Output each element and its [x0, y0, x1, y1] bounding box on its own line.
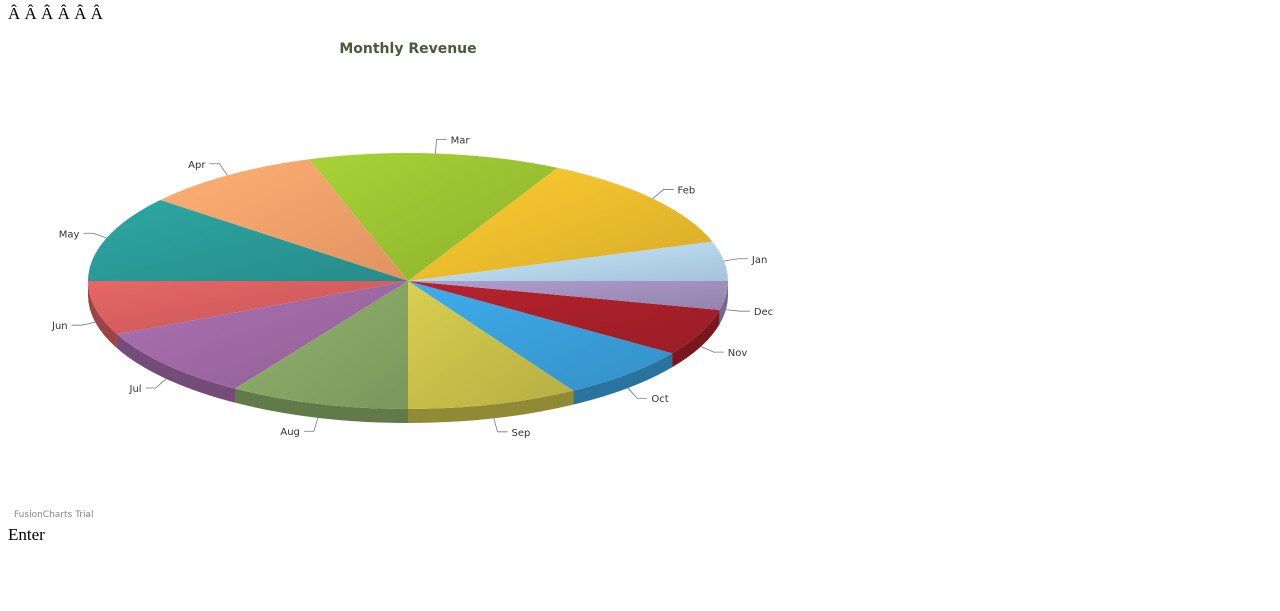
pie-slices	[88, 153, 728, 409]
pie-chart-svg: Monthly Revenue Jan Feb Mar Apr May Jun Jul Aug…	[51, 41, 773, 439]
pie-side-jul	[116, 334, 235, 403]
slice-label-jan: Jan	[751, 255, 767, 266]
pie-labels: Jan Feb Mar Apr May Jun Jul Aug Sep Oct Nov Dec	[51, 136, 773, 439]
leader-line-may	[83, 232, 107, 239]
pie-slice-jul[interactable]	[116, 281, 409, 389]
leader-line-aug	[303, 417, 319, 432]
slice-label-aug: Aug	[280, 427, 300, 438]
pie-chart: Monthly Revenue Jan Feb Mar Apr May Jun Jul Aug…	[8, 28, 808, 508]
pie-side-nov	[672, 309, 720, 368]
slice-label-oct: Oct	[651, 394, 668, 405]
pie-slice-nov[interactable]	[408, 281, 720, 354]
pie-side-dec	[719, 281, 728, 324]
slice-label-jun: Jun	[51, 321, 68, 332]
pie-slice-jan[interactable]	[408, 241, 728, 281]
pie-side-sep	[408, 390, 574, 423]
watermark-text: FusionCharts Trial	[14, 510, 94, 520]
footer-text: Enter	[8, 525, 45, 544]
leader-line-jun	[71, 321, 96, 326]
leader-line-apr	[209, 163, 228, 176]
pie-sides	[88, 281, 728, 423]
pie-slice-apr[interactable]	[160, 159, 408, 281]
leader-line-oct	[627, 387, 648, 399]
chart-title: Monthly Revenue	[339, 41, 476, 57]
leader-line-feb	[652, 189, 674, 199]
slice-label-feb: Feb	[678, 186, 696, 197]
slice-label-nov: Nov	[728, 348, 748, 359]
leader-line-jul	[145, 378, 167, 389]
pie-slice-dec[interactable]	[408, 281, 728, 310]
header-text: Â Â Â Â Â Â	[8, 4, 103, 23]
leader-line-jan	[723, 258, 748, 262]
slice-label-mar: Mar	[451, 136, 471, 147]
slice-label-may: May	[59, 229, 80, 240]
pie-side-aug	[234, 388, 408, 423]
slice-label-jul: Jul	[129, 384, 142, 395]
pie-slice-mar[interactable]	[309, 153, 558, 281]
leader-line-dec	[725, 309, 750, 312]
pie-slice-jun[interactable]	[88, 281, 408, 335]
pie-side-oct	[573, 353, 673, 405]
leader-line-sep	[493, 418, 508, 433]
slice-label-dec: Dec	[754, 307, 773, 318]
leader-line-nov	[700, 346, 724, 353]
pie-slice-sep[interactable]	[408, 281, 574, 409]
leader-line-mar	[434, 139, 447, 154]
slice-label-apr: Apr	[188, 160, 206, 171]
pie-side-jun	[88, 281, 117, 349]
pie-slice-feb[interactable]	[408, 167, 713, 281]
slice-label-sep: Sep	[512, 428, 531, 439]
pie-slice-may[interactable]	[88, 199, 408, 281]
pie-slice-aug[interactable]	[234, 281, 408, 409]
pie-slice-oct[interactable]	[408, 281, 673, 391]
